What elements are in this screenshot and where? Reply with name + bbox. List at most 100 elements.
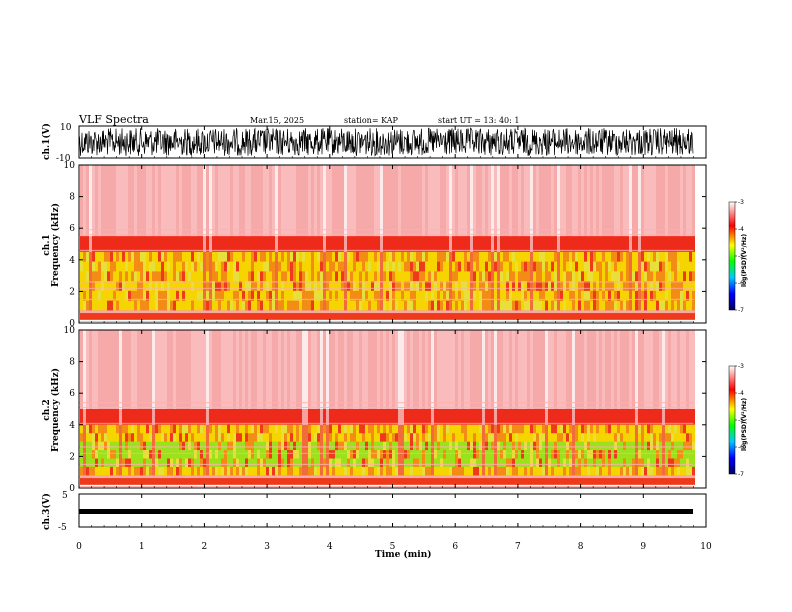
spectrogram-cell (266, 330, 269, 409)
spectrogram-cell (335, 441, 338, 451)
spectrogram-cell (254, 409, 257, 425)
spectrogram-cell (335, 251, 338, 262)
spectrogram-cell (527, 458, 530, 468)
spectrogram-cell (209, 313, 212, 320)
spectrogram-cell (302, 441, 305, 451)
spectrogram-cell (188, 313, 191, 320)
spectrogram-cell (296, 165, 299, 237)
spectrogram-cell (155, 290, 158, 301)
spectrogram-cell (497, 450, 500, 459)
spectrogram-cell (551, 330, 554, 409)
spectrogram-cell (557, 424, 560, 434)
spectrogram-cell (467, 290, 470, 301)
spectrogram-cell (89, 433, 92, 442)
spectrogram-cell (521, 458, 524, 468)
spectrogram-cell (692, 478, 695, 485)
spectrogram-cell (506, 313, 509, 320)
spectrogram-cell (671, 290, 674, 301)
spectrogram-cell (200, 310, 203, 316)
spectrogram-cell (266, 261, 269, 272)
spectrogram-cell (146, 478, 149, 485)
spectrogram-cell (557, 450, 560, 459)
spectrogram-cell (617, 478, 620, 485)
spectrogram-cell (152, 236, 155, 252)
spectrogram-cell (548, 441, 551, 451)
spectrogram-cell (506, 330, 509, 409)
spectrogram-cell (518, 251, 521, 262)
spectrogram-cell (422, 433, 425, 442)
spectrogram-cell (419, 281, 422, 292)
spectrogram-cell (395, 313, 398, 320)
spectrogram-cell (398, 290, 401, 301)
spectrogram-cell (620, 300, 623, 311)
spectrogram-cell (488, 290, 491, 301)
spectrogram-cell (413, 450, 416, 459)
spectrogram-cell (557, 300, 560, 311)
spectrogram-cell (605, 271, 608, 282)
spectrogram-cell (671, 330, 674, 409)
spectrogram-cell (209, 165, 212, 237)
spectrogram-cell (677, 458, 680, 468)
spectrogram-cell (254, 300, 257, 311)
spectrogram-cell (230, 424, 233, 434)
spectrogram-cell (137, 433, 140, 442)
spectrogram-cell (263, 458, 266, 468)
spectrogram-cell (470, 466, 473, 476)
spectrogram-cell (512, 290, 515, 301)
spectrogram-cell (488, 475, 491, 481)
spectrogram-cell (554, 165, 557, 237)
spectrogram-cell (254, 330, 257, 409)
spectrogram-cell (221, 433, 224, 442)
colorbar-tick-label: -7 (738, 471, 744, 478)
spectrogram-cell (464, 251, 467, 262)
spectrogram-cell (329, 300, 332, 311)
spectrogram-cell (680, 450, 683, 459)
spectrogram-cell (488, 281, 491, 292)
spectrogram-cell (341, 261, 344, 272)
spectrogram-cell (143, 300, 146, 311)
spectrogram-cell (194, 458, 197, 468)
spectrogram-cell (668, 424, 671, 434)
spectrogram-cell (176, 251, 179, 262)
spectrogram-cell (143, 165, 146, 237)
spectrogram-cell (104, 313, 107, 320)
spectrogram-cell (104, 251, 107, 262)
spectrogram-cell (122, 310, 125, 316)
spectrogram-cell (674, 330, 677, 409)
spectrogram-cell (83, 441, 86, 451)
spectrogram-cell (407, 441, 410, 451)
spectrogram-cell (89, 271, 92, 282)
spectrogram-cell (350, 310, 353, 316)
spectrogram-cell (593, 281, 596, 292)
spectrogram-cell (581, 478, 584, 485)
spectrogram-cell (491, 475, 494, 481)
spectrogram-cell (287, 475, 290, 481)
spectrogram-cell (254, 466, 257, 476)
spectrogram-cell (620, 310, 623, 316)
spectrogram-cell (455, 290, 458, 301)
spectrogram-cell (368, 466, 371, 476)
spectrogram-cell (518, 236, 521, 252)
spectrogram-cell (518, 165, 521, 237)
spectrogram-cell (233, 409, 236, 425)
spectrogram-cell (323, 433, 326, 442)
spectrogram-cell (374, 466, 377, 476)
spectrogram-cell (353, 261, 356, 272)
spectrogram-cell (230, 450, 233, 459)
spectrogram-cell (440, 251, 443, 262)
spectrogram-cell (119, 424, 122, 434)
spectrogram-cell (479, 271, 482, 282)
spectrogram-cell (509, 236, 512, 252)
spectrogram-cell (596, 466, 599, 476)
spectrogram-cell (191, 478, 194, 485)
spectrogram-cell (485, 165, 488, 237)
spectrogram-cell (581, 450, 584, 459)
spectrogram-cell (626, 310, 629, 316)
spectrogram-cell (644, 433, 647, 442)
spectrogram-cell (164, 261, 167, 272)
spectrogram-cell (194, 251, 197, 262)
spectrogram-cell (80, 478, 83, 485)
spectrogram-cell (632, 450, 635, 459)
spectrogram-cell (530, 424, 533, 434)
spectrogram-cell (431, 424, 434, 434)
